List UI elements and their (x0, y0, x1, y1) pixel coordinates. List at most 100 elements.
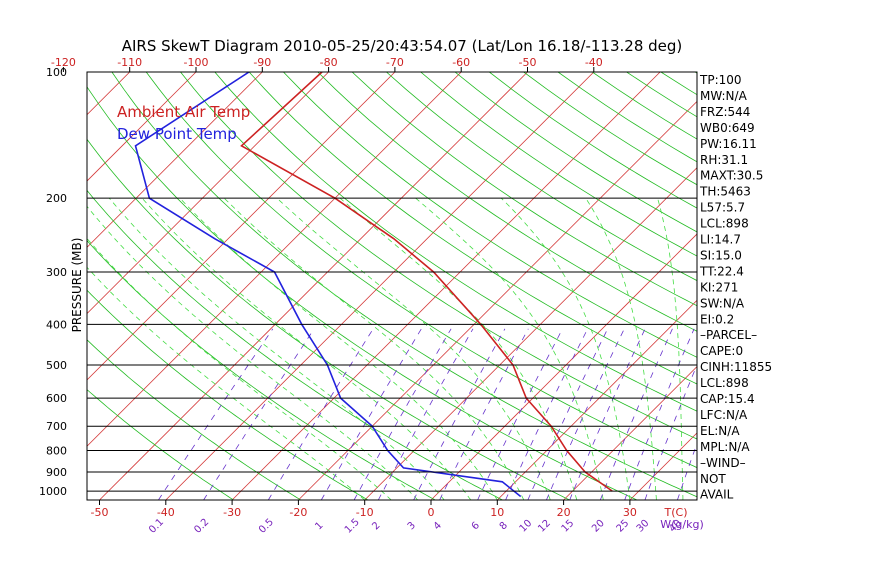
mixing-ratio-unit-label: W(g/kg) (660, 518, 704, 531)
top-temp-tick-label: -50 (519, 56, 537, 69)
pressure-tick-label: 1000 (39, 485, 67, 498)
pressure-tick-label: 700 (46, 420, 67, 433)
index-label: KI:271 (700, 280, 738, 294)
index-label: FRZ:544 (700, 105, 750, 119)
index-label: L57:5.7 (700, 201, 745, 215)
index-label: MW:N/A (700, 89, 748, 103)
mixing-ratio-tick-label: 3 (406, 520, 418, 532)
top-temp-tick-label: -120 (51, 56, 76, 69)
mixing-ratio-tick-label: 6 (470, 520, 482, 532)
mixing-ratio-line (478, 329, 563, 500)
top-temp-tick-label: -70 (386, 56, 404, 69)
dry-adiabat-line (318, 72, 870, 500)
legend: Ambient Air Temp Dew Point Temp (117, 103, 250, 143)
isotherm-line (431, 72, 859, 500)
pressure-tick-label: 800 (46, 445, 67, 458)
pressure-tick-label: 300 (46, 266, 67, 279)
index-label: TH:5463 (699, 185, 751, 199)
moist-adiabat-line (80, 198, 417, 500)
dry-adiabat-line (798, 72, 870, 500)
isotherm-line (0, 72, 130, 500)
bottom-temp-tick-label: 30 (623, 506, 637, 519)
index-label: CAP:15.4 (700, 392, 755, 406)
dry-adiabat-line (146, 72, 771, 500)
mixing-ratio-line (321, 329, 421, 500)
index-label: LCL:898 (700, 376, 749, 390)
top-temp-tick-label: -110 (117, 56, 142, 69)
chart-title: AIRS SkewT Diagram 2010-05-25/20:43:54.0… (122, 37, 683, 55)
mixing-ratio-tick-label: 4 (432, 520, 444, 532)
dry-adiabat-line (489, 72, 870, 500)
dry-adiabat-line (764, 72, 870, 500)
index-label: SW:N/A (700, 296, 745, 310)
index-label: PW:16.11 (700, 137, 757, 151)
isotherm-line (763, 72, 870, 500)
pressure-tick-label: 400 (46, 318, 67, 331)
index-label: WB0:649 (700, 121, 755, 135)
mixing-ratio-line (625, 329, 694, 500)
isotherm-line (298, 72, 726, 500)
mixing-ratio-line (600, 329, 672, 500)
mixing-ratio-line (204, 329, 315, 500)
mixing-ratio-tick-label: 30 (635, 518, 652, 535)
dry-adiabat-line (833, 72, 870, 500)
moist-adiabat-line (340, 198, 577, 500)
moist-adiabat-line (142, 198, 471, 500)
pressure-tick-label: 500 (46, 359, 67, 372)
mixing-ratio-line (378, 329, 473, 500)
bottom-temp-tick-label: -30 (223, 506, 241, 519)
moist-adiabat-line (416, 198, 604, 500)
pressure-tick-label: 600 (46, 392, 67, 405)
bottom-temp-tick-label: 10 (490, 506, 504, 519)
air-temp-profile (242, 72, 613, 491)
mixing-ratio-line (158, 329, 272, 500)
index-label: EI:0.2 (700, 312, 734, 326)
bottom-temp-tick-label: 20 (557, 506, 571, 519)
mixing-ratio-tick-label: 12 (536, 518, 553, 535)
top-temp-tick-label: -100 (184, 56, 209, 69)
isotherm-line (0, 72, 63, 500)
mixing-ratio-tick-label: 10 (518, 518, 535, 535)
bottom-temp-tick-label: -40 (157, 506, 175, 519)
top-temp-tick-label: -40 (585, 56, 603, 69)
isotherm-line (829, 72, 870, 500)
index-label: AVAIL (700, 488, 734, 502)
y-axis-label: PRESSURE (MB) (70, 238, 84, 333)
index-label: RH:31.1 (700, 153, 748, 167)
index-label: CAPE:0 (700, 344, 743, 358)
top-temp-tick-label: -60 (452, 56, 470, 69)
mixing-ratio-tick-label: 0.2 (192, 517, 211, 536)
mixing-ratio-tick-label: 1 (313, 520, 325, 532)
mixing-ratio-line (570, 329, 645, 500)
mixing-ratio-tick-label: 0.5 (257, 517, 276, 536)
index-label: LI:14.7 (700, 233, 741, 247)
index-label: –PARCEL– (700, 328, 757, 342)
isotherm-line (497, 72, 870, 500)
index-label: TT:22.4 (699, 264, 744, 278)
bottom-temp-tick-label: -10 (356, 506, 374, 519)
index-label: SI:15.0 (700, 248, 742, 262)
isotherm-line (33, 72, 461, 500)
pressure-tick-label: 200 (46, 192, 67, 205)
mixing-ratio-tick-label: 20 (590, 518, 607, 535)
dry-adiabat-line (249, 72, 870, 500)
bottom-temp-tick-label: -20 (289, 506, 307, 519)
index-label: –WIND– (700, 456, 746, 470)
index-label: CINH:11855 (700, 360, 772, 374)
mixing-ratio-tick-label: 15 (560, 518, 577, 535)
legend-entry: Dew Point Temp (117, 125, 237, 143)
index-label: LCL:898 (700, 217, 749, 231)
mixing-ratio-tick-label: 25 (615, 518, 632, 535)
mixing-ratio-line (546, 329, 624, 500)
stability-indices: TP:100 MW:N/A FRZ:544 WB0:649 PW:16.11 RH:31.… (699, 73, 772, 502)
moist-adiabat-line (109, 198, 444, 500)
index-label: NOT (700, 472, 726, 486)
mixing-ratio-tick-label: 1.5 (343, 517, 362, 536)
pressure-tick-label: 900 (46, 466, 67, 479)
legend-entry: Ambient Air Temp (117, 103, 250, 121)
mixing-ratio-tick-label: 8 (498, 520, 510, 532)
index-label: EL:N/A (700, 424, 740, 438)
index-label: TP:100 (699, 73, 742, 87)
